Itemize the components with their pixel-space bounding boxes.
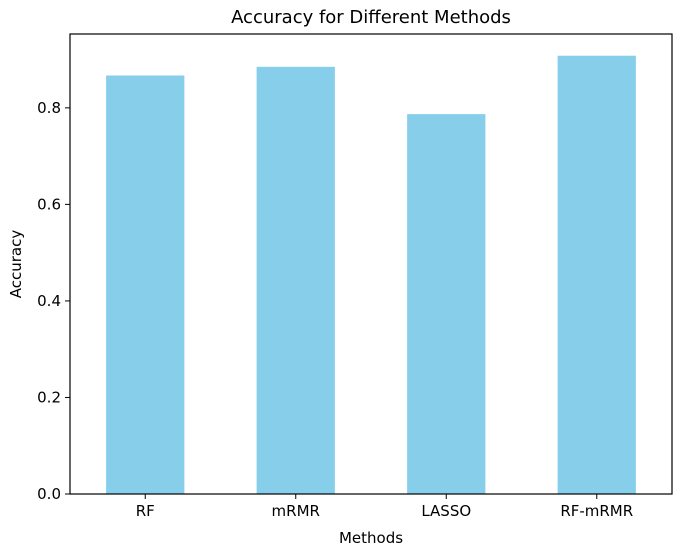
x-axis-label: Methods — [339, 529, 403, 547]
y-tick-label: 0.8 — [37, 99, 61, 117]
x-tick-label: LASSO — [421, 502, 471, 520]
x-tick-label: RF — [136, 502, 155, 520]
y-tick-label: 0.6 — [37, 195, 61, 213]
x-tick-label: RF-mRMR — [560, 502, 633, 520]
y-axis-label: Accuracy — [7, 230, 25, 299]
bar-lasso — [407, 114, 486, 494]
plot-frame — [69, 33, 673, 495]
y-tick-label: 0.2 — [37, 388, 61, 406]
bar-rf — [106, 75, 185, 494]
x-tick-label: mRMR — [272, 502, 320, 520]
x-axis-ticks: RF mRMR LASSO RF-mRMR — [136, 494, 633, 520]
y-tick-label: 0.0 — [37, 485, 61, 503]
y-tick-label: 0.4 — [37, 292, 61, 310]
bar-mrmr — [256, 66, 335, 494]
y-axis-ticks: 0.0 0.2 0.4 0.6 0.8 — [37, 99, 70, 503]
bar-rf-mrmr — [557, 55, 636, 494]
chart-title: Accuracy for Different Methods — [231, 7, 511, 28]
bars — [106, 55, 636, 494]
